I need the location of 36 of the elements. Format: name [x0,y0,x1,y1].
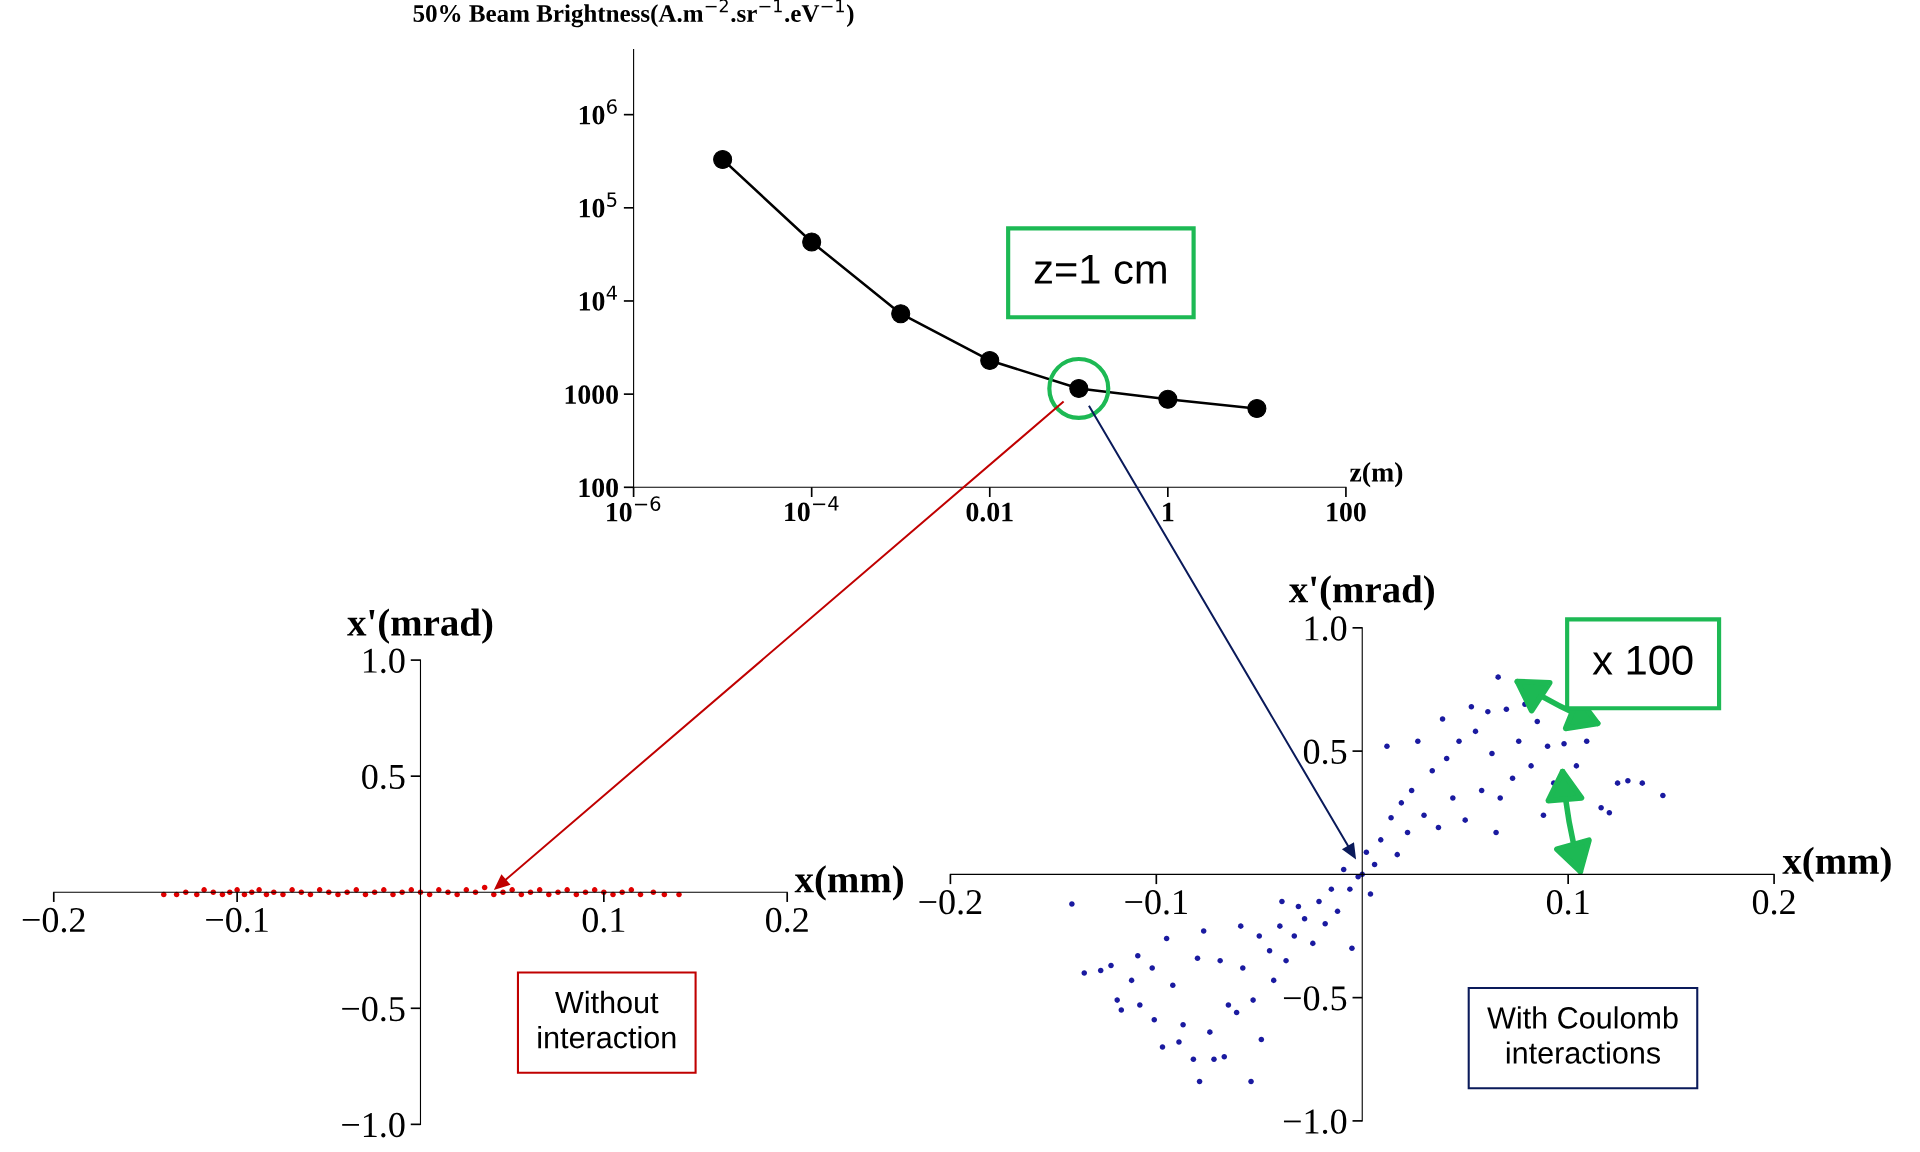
x-tick-label: −0.2 [919,890,982,915]
y-tick-label: 1.0 [1305,616,1347,641]
annotation: Without interaction [538,990,676,1049]
x-axis-title: z(m) [1350,462,1403,488]
y-tick-label: 1.0 [363,648,405,674]
y-tick-label: −0.5 [342,996,405,1022]
y-tick-label: −1.0 [1283,1109,1347,1134]
x-tick-label: 100 [1327,502,1366,522]
x-tick-label: 0.1 [582,907,625,933]
x-axis-title: x(mm) [794,865,903,901]
x-tick-label: −0.2 [22,907,85,933]
annotation: x 100 [1592,645,1693,676]
y-tick-label: −0.5 [1283,986,1347,1011]
x-tick-label: −0.1 [1125,890,1187,915]
y-axis-title: x'(mrad) [1288,575,1434,611]
x-tick-label: 0.2 [1752,890,1795,915]
y-axis-title: 50% Beam Brightness(A.m$^{−2}$.sr$^{−1}$.eV$^{−1}$) [413,0,854,28]
x-axis-title: x(mm) [1782,846,1891,883]
y-tick-label: 10$^{4}$ [579,285,617,311]
annotation: With Coulomb interactions [1487,1006,1678,1064]
y-axis-title: x'(mrad) [347,608,493,644]
x-tick-label: 0.2 [766,907,808,933]
x-tick-label: 0.01 [966,502,1013,522]
x-tick-label: 10$^{−6}$ [607,496,661,522]
y-tick-label: −1.0 [342,1112,405,1138]
y-tick-label: 1000 [565,385,618,405]
y-tick-label: 100 [579,478,618,498]
x-tick-label: 0.1 [1546,890,1589,915]
x-tick-label: −0.1 [206,907,268,933]
annotation: z=1 cm [1034,254,1166,284]
y-tick-label: 0.5 [1303,739,1347,765]
x-tick-label: 1 [1163,502,1174,522]
x-tick-label: 10$^{−4}$ [785,496,839,522]
y-tick-label: 0.5 [362,764,405,790]
y-tick-label: 10$^{5}$ [579,192,617,218]
y-tick-label: 10$^{6}$ [579,99,617,125]
